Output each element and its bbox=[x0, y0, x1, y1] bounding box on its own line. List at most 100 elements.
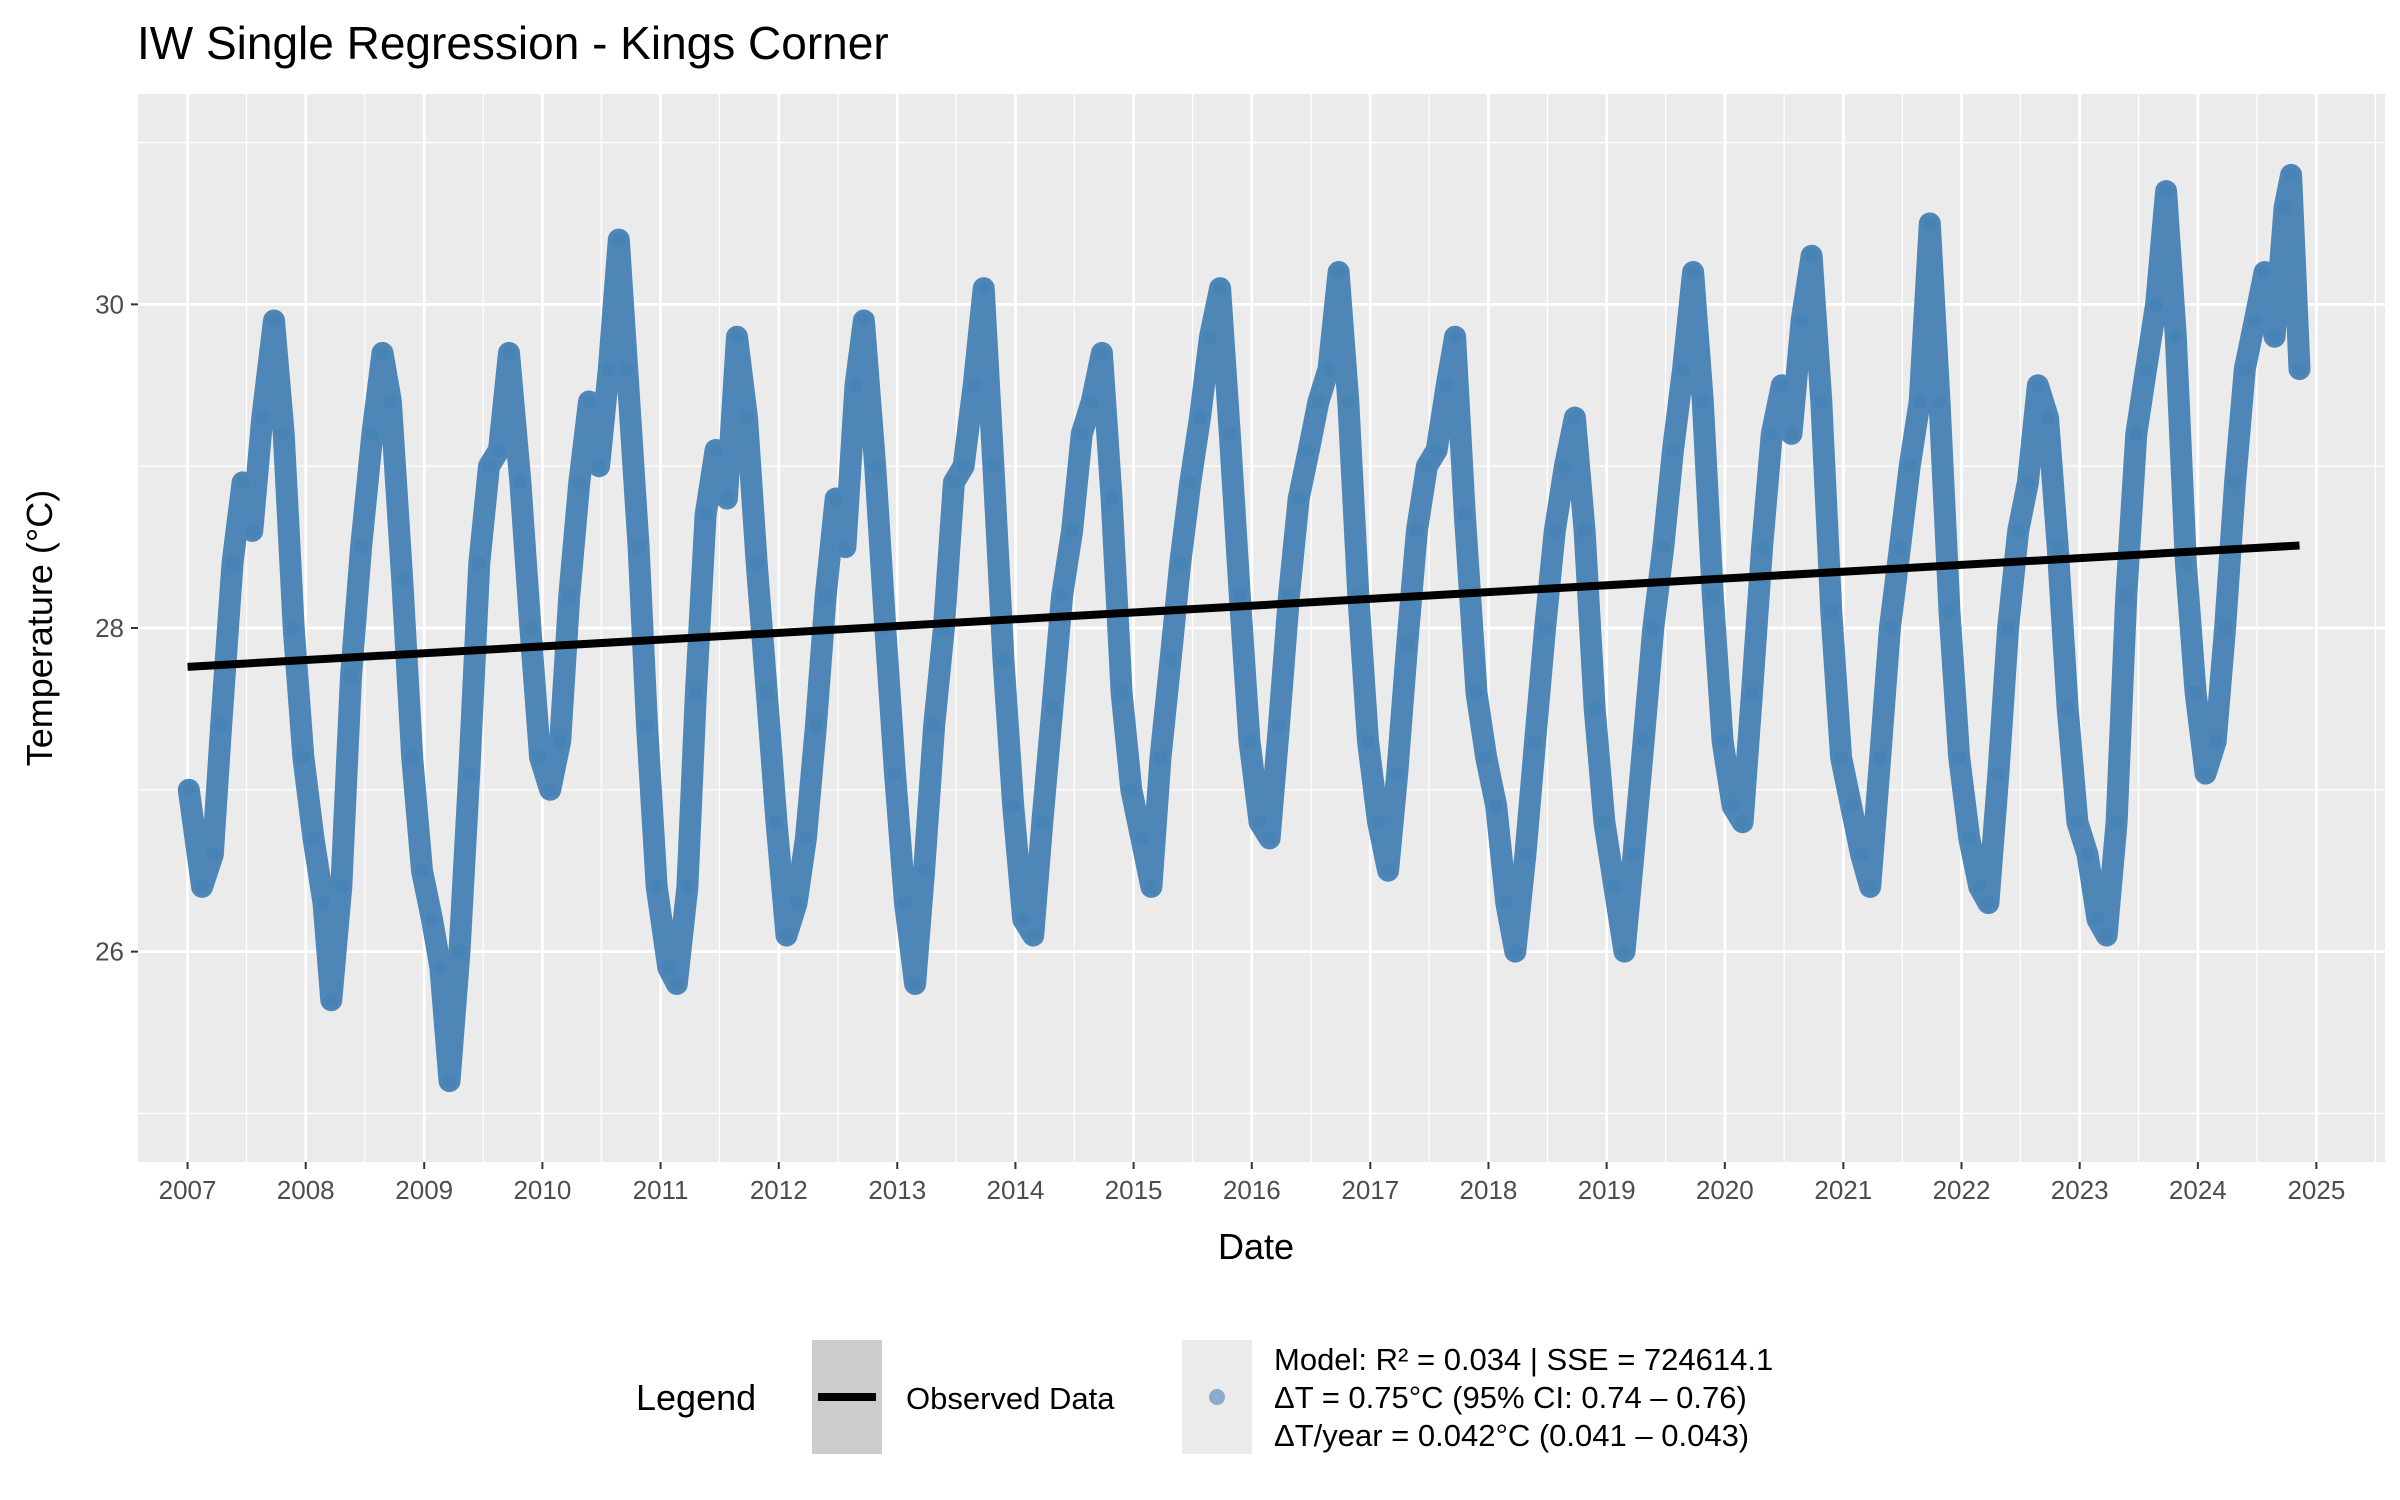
observed-data-point bbox=[1873, 750, 1888, 765]
observed-data-point bbox=[1508, 944, 1523, 959]
observed-data-point bbox=[2228, 475, 2243, 490]
observed-data-point bbox=[2030, 378, 2045, 393]
chart-title: IW Single Regression - Kings Corner bbox=[137, 17, 889, 69]
observed-data-point bbox=[848, 378, 863, 393]
x-tick-label: 2012 bbox=[750, 1175, 808, 1205]
observed-data-point bbox=[680, 879, 695, 894]
observed-data-point bbox=[1834, 750, 1849, 765]
observed-data-point bbox=[1045, 701, 1060, 716]
x-tick-label: 2007 bbox=[159, 1175, 217, 1205]
observed-data-point bbox=[1587, 701, 1602, 716]
observed-data-point bbox=[1922, 216, 1937, 231]
observed-data-point bbox=[769, 815, 784, 830]
observed-data-point bbox=[2090, 912, 2105, 927]
x-tick-label: 2024 bbox=[2169, 1175, 2227, 1205]
observed-data-point bbox=[730, 329, 744, 344]
observed-data-point bbox=[749, 556, 764, 571]
observed-data-point bbox=[255, 410, 270, 425]
observed-data-point bbox=[640, 718, 654, 733]
observed-data-point bbox=[1173, 556, 1188, 571]
observed-data-point bbox=[996, 653, 1011, 668]
x-axis-title: Date bbox=[1218, 1226, 1294, 1267]
observed-data-point bbox=[1676, 362, 1691, 377]
observed-data-point bbox=[1646, 621, 1661, 635]
observed-data-point bbox=[214, 718, 229, 733]
observed-data-point bbox=[2149, 297, 2164, 312]
observed-data-point bbox=[1469, 685, 1484, 700]
observed-data-point bbox=[296, 750, 311, 765]
observed-data-point bbox=[986, 459, 1001, 474]
observed-data-point bbox=[719, 491, 734, 506]
observed-data-point bbox=[543, 782, 558, 797]
observed-data-point bbox=[492, 443, 506, 457]
observed-data-point bbox=[1055, 588, 1070, 603]
legend-key-point bbox=[1209, 1389, 1225, 1405]
observed-data-point bbox=[818, 588, 833, 603]
observed-data-point bbox=[1557, 459, 1572, 474]
observed-data-point bbox=[1400, 637, 1415, 652]
observed-data-point bbox=[1912, 394, 1927, 409]
observed-data-point bbox=[1419, 459, 1434, 474]
series-layer bbox=[177, 163, 2311, 1093]
observed-data-point bbox=[2208, 734, 2223, 749]
observed-data-point bbox=[1144, 879, 1159, 894]
observed-data-point bbox=[888, 766, 902, 781]
observed-data-point bbox=[1499, 896, 1514, 911]
y-tick-label: 30 bbox=[95, 289, 124, 319]
observed-data-point bbox=[1134, 831, 1149, 846]
observed-data-point bbox=[2284, 167, 2299, 182]
observed-data-point bbox=[2237, 362, 2252, 377]
x-tick-label: 2008 bbox=[277, 1175, 335, 1205]
observed-data-point bbox=[1094, 345, 1109, 360]
observed-data-point bbox=[956, 459, 971, 474]
observed-data-point bbox=[620, 362, 635, 377]
observed-data-point bbox=[1844, 799, 1859, 813]
observed-data-point bbox=[828, 491, 843, 506]
observed-data-point bbox=[1725, 799, 1740, 813]
x-tick-label: 2010 bbox=[513, 1175, 571, 1205]
observed-data-point bbox=[1016, 912, 1031, 927]
observed-data-point bbox=[442, 1074, 457, 1089]
observed-data-point bbox=[740, 410, 754, 425]
observed-data-point bbox=[2277, 200, 2292, 215]
observed-data-point bbox=[1163, 653, 1178, 668]
observed-data-point bbox=[1381, 863, 1396, 878]
x-tick-label: 2016 bbox=[1223, 1175, 1281, 1205]
observed-data-point bbox=[976, 281, 991, 296]
observed-data-point bbox=[1942, 604, 1957, 619]
observed-data-point bbox=[1547, 523, 1562, 538]
observed-data-point bbox=[1764, 426, 1779, 441]
x-axis: 2007 2008 2009 2010 2011 2012 2013 2014 2015 2016… bbox=[159, 1162, 2345, 1205]
observed-data-point bbox=[1656, 540, 1671, 555]
observed-data-point bbox=[1390, 766, 1405, 781]
observed-data-point bbox=[395, 572, 410, 587]
observed-data-point bbox=[1301, 443, 1316, 457]
observed-data-point bbox=[462, 766, 477, 781]
observed-data-point bbox=[1686, 265, 1701, 279]
observed-data-point bbox=[1272, 718, 1286, 733]
observed-data-point bbox=[316, 896, 331, 911]
observed-data-point bbox=[1715, 734, 1730, 749]
observed-data-point bbox=[838, 540, 853, 555]
observed-data-point bbox=[649, 879, 664, 894]
observed-data-point bbox=[1794, 313, 1809, 328]
observed-data-point bbox=[1824, 604, 1839, 619]
observed-data-point bbox=[1252, 815, 1267, 830]
observed-data-point bbox=[267, 313, 281, 328]
observed-data-point bbox=[789, 896, 804, 911]
observed-data-point bbox=[1409, 523, 1424, 538]
observed-data-point bbox=[1232, 588, 1247, 603]
observed-data-point bbox=[1282, 588, 1296, 603]
observed-data-point bbox=[2050, 540, 2065, 555]
observed-data-point bbox=[1528, 734, 1543, 749]
observed-data-point bbox=[1311, 394, 1326, 409]
x-tick-label: 2019 bbox=[1578, 1175, 1636, 1205]
observed-data-point bbox=[245, 523, 260, 538]
observed-data-point bbox=[415, 863, 429, 878]
observed-data-point bbox=[917, 863, 932, 878]
x-tick-label: 2015 bbox=[1105, 1175, 1163, 1205]
x-tick-label: 2022 bbox=[1933, 1175, 1991, 1205]
observed-data-point bbox=[1203, 329, 1217, 344]
observed-data-point bbox=[375, 345, 390, 360]
